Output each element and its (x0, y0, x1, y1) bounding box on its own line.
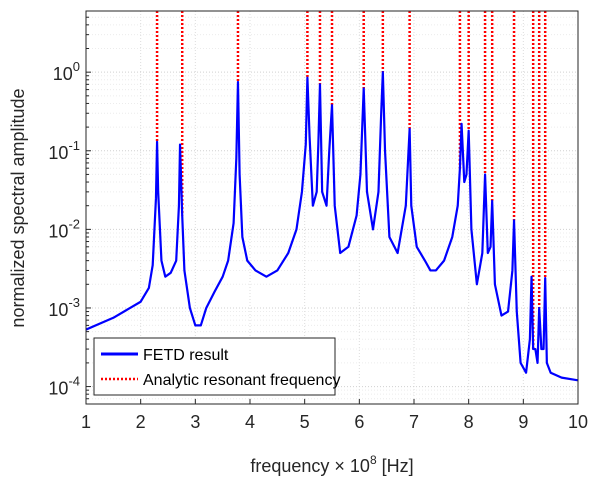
y-tick-label: 10-2 (48, 216, 80, 241)
axis-ticks: 1 2 3 4 5 6 7 8 9 10 10-4 10-3 10-2 10-1 100 (48, 16, 588, 432)
x-tick-label: 7 (409, 412, 419, 432)
y-axis-label: normalized spectral amplitude (8, 88, 28, 327)
legend: FETD result Analytic resonant frequency (93, 337, 340, 396)
x-tick-label: 8 (464, 412, 474, 432)
x-axis-label: frequency × 108 [Hz] (250, 453, 413, 476)
x-tick-label: 6 (354, 412, 364, 432)
x-tick-label: 3 (190, 412, 200, 432)
legend-box (93, 337, 336, 396)
x-tick-label: 9 (518, 412, 528, 432)
y-tick-label: 10-4 (48, 374, 80, 399)
y-tick-label: 100 (53, 59, 80, 84)
x-tick-label: 2 (136, 412, 146, 432)
legend-label-analytic: Analytic resonant frequency (143, 372, 340, 389)
y-tick-label: 10-3 (48, 295, 80, 320)
fetd-result-line (86, 71, 578, 382)
legend-label-fetd: FETD result (143, 347, 229, 364)
x-tick-label: 5 (300, 412, 310, 432)
x-tick-label: 10 (568, 412, 588, 432)
data-layer (86, 11, 578, 382)
x-tick-label: 4 (245, 412, 255, 432)
x-tick-label: 1 (81, 412, 91, 432)
y-tick-label: 10-1 (48, 138, 80, 163)
plot-frame (85, 10, 579, 405)
